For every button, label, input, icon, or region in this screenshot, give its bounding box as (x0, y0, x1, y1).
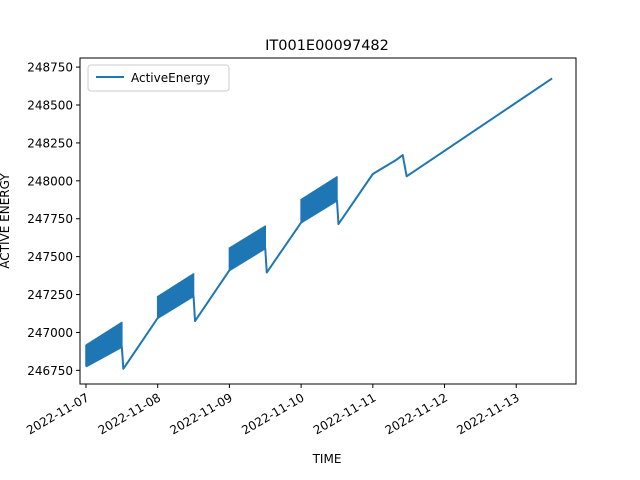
y-axis: 246750 247000 247250 247500 247750 248000 2482… (27, 61, 80, 378)
x-axis-label: TIME (312, 452, 342, 466)
y-tick-label: 248500 (27, 99, 73, 113)
chart-title: IT001E00097482 (265, 38, 389, 54)
y-tick-label: 246750 (27, 364, 73, 378)
oscillation-band-fill (229, 225, 266, 271)
y-tick-label: 248000 (27, 174, 73, 188)
series-line-activeenergy (85, 77, 553, 370)
legend: ActiveEnergy (87, 64, 230, 92)
x-tick-label: 2022-11-12 (383, 390, 450, 437)
x-tick-label: 2022-11-08 (96, 390, 163, 437)
legend-box (87, 64, 230, 92)
x-tick-label: 2022-11-10 (239, 390, 306, 437)
plot-area (79, 57, 577, 385)
y-tick-label: 247000 (27, 326, 73, 340)
y-tick-label: 247500 (27, 250, 73, 264)
y-tick-label: 247250 (27, 288, 73, 302)
x-axis: 2022-11-07 2022-11-08 2022-11-09 2022-11-10… (24, 384, 522, 437)
oscillation-band-fill (85, 321, 122, 367)
y-tick-label: 248750 (27, 61, 73, 75)
x-tick-label: 2022-11-07 (24, 390, 91, 437)
y-tick-label: 247750 (27, 212, 73, 226)
axes-border (79, 57, 577, 385)
y-axis-label: ACTIVE ENERGY (0, 173, 12, 269)
legend-label-activeenergy: ActiveEnergy (131, 71, 210, 85)
x-tick-label: 2022-11-11 (311, 390, 378, 437)
x-tick-label: 2022-11-13 (454, 390, 521, 437)
oscillation-band-fill (301, 176, 337, 223)
y-tick-label: 248250 (27, 136, 73, 150)
oscillation-band-fill (157, 273, 194, 319)
x-tick-label: 2022-11-09 (167, 390, 234, 437)
oscillation-bands (85, 176, 338, 367)
axes-background (80, 58, 576, 384)
